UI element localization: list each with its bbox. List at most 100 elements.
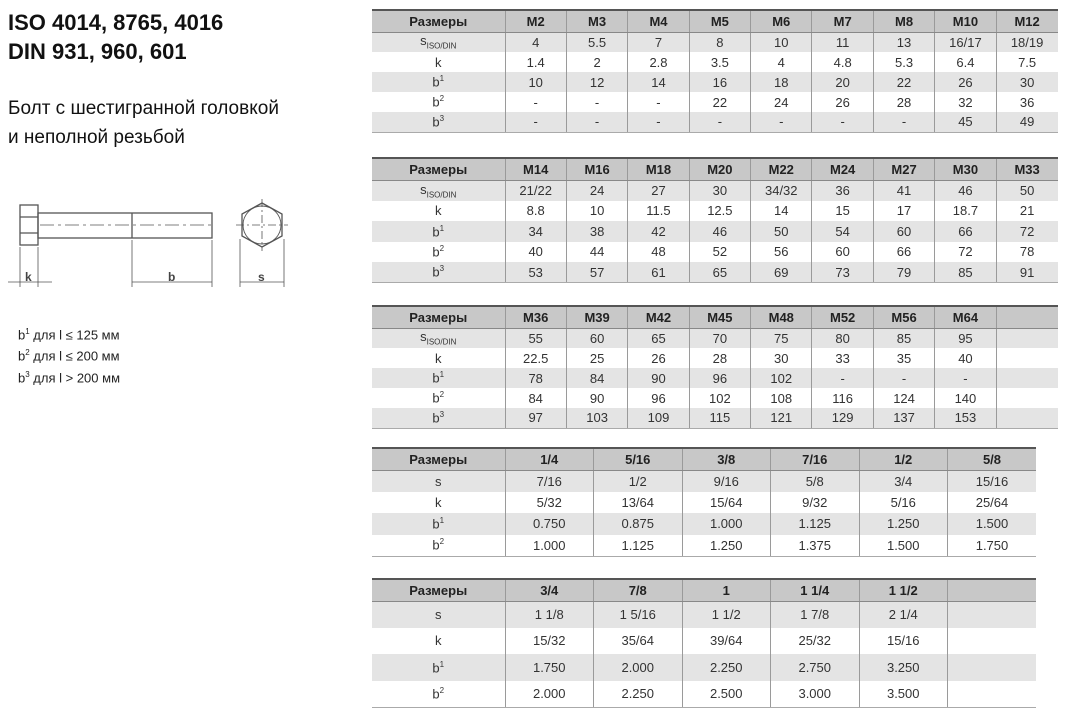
row-label-symbol: b: [432, 223, 440, 239]
table-cell: 73: [811, 262, 874, 283]
table-cell: [995, 388, 1058, 408]
table-cell: [995, 348, 1058, 368]
bolt-drawing: k b s: [8, 199, 288, 287]
table-cell: 153: [934, 408, 997, 429]
table-cell: 91: [995, 262, 1058, 283]
table-cell: 52: [688, 241, 751, 262]
table-cell: 109: [627, 408, 690, 429]
table-cell: 21: [995, 200, 1058, 221]
column-header-size: M33: [995, 157, 1058, 181]
table-cell: 55: [504, 328, 567, 348]
table-cell: 9/16: [681, 470, 771, 492]
table-cell: 1 5/16: [593, 601, 682, 628]
table-cell: 26: [811, 92, 874, 112]
note-symbol: b: [18, 348, 26, 364]
column-header-size: M36: [504, 305, 567, 329]
table-cell: 38: [565, 221, 628, 242]
table-cell: -: [565, 112, 628, 133]
row-label-symbol: b: [432, 264, 440, 280]
table-cell: -: [504, 112, 567, 133]
column-header-size: M8: [872, 9, 935, 33]
table-cell: 22: [688, 92, 751, 112]
row-label-symbol: k: [435, 54, 442, 70]
table-cell: 34/32: [750, 180, 812, 201]
table-cell: 78: [995, 241, 1058, 262]
row-label-symbol: b: [432, 390, 440, 406]
table-cell: [947, 680, 1036, 708]
table-cell: 5.5: [565, 32, 628, 52]
table-cell: 115: [688, 408, 751, 429]
row-label: b1: [372, 654, 505, 681]
table-cell: 13/64: [593, 491, 682, 513]
column-header-size: M52: [811, 305, 874, 329]
row-label: b1: [372, 221, 505, 242]
table-cell: 22.5: [504, 348, 567, 368]
row-label-superscript: 3: [439, 264, 445, 274]
table-cell: 5/16: [858, 491, 948, 513]
table-cell: -: [750, 112, 812, 133]
table-cell: 15/16: [947, 470, 1036, 492]
table-cell: 96: [688, 368, 751, 388]
row-label: b1: [372, 513, 505, 535]
table-cell: 4: [750, 52, 812, 72]
table-cell: 60: [565, 328, 628, 348]
table-cell: 26: [627, 348, 690, 368]
table-cell: 1 1/2: [681, 601, 771, 628]
table-cell: 79: [872, 262, 935, 283]
note-b2: b2 для l ≤ 200 мм: [18, 344, 120, 365]
table-cell: 35: [872, 348, 935, 368]
table-cell: 7: [627, 32, 690, 52]
row-label-symbol: b: [432, 537, 440, 553]
row-label-superscript: 2: [439, 537, 445, 547]
table-cell: 30: [688, 180, 751, 201]
table-cell: 6.4: [934, 52, 997, 72]
table-cell: 0.875: [593, 513, 682, 535]
note-sup: 3: [25, 369, 30, 379]
table-cell: 72: [934, 241, 997, 262]
table-cell: 140: [934, 388, 997, 408]
table-cell: [995, 408, 1058, 429]
dimension-table: Размеры M36 M39 M42 M45 M48 M52 M56 M64 sISO/DIN 5…: [372, 305, 1058, 429]
column-header-size: 5/16: [593, 447, 682, 471]
table-cell: [947, 601, 1036, 628]
column-header-size: [995, 305, 1058, 329]
table-cell: 3.250: [858, 654, 948, 681]
table-cell: 5.3: [872, 52, 935, 72]
table-cell: 10: [565, 200, 628, 221]
table-cell: 22: [872, 72, 935, 92]
table-cell: 20: [811, 72, 874, 92]
table-cell: 1.375: [770, 534, 859, 557]
table-cell: 65: [688, 262, 751, 283]
column-header-sizes: Размеры: [372, 157, 505, 181]
row-label: b2: [372, 242, 505, 263]
table-cell: 103: [565, 408, 628, 429]
table-cell: 16/17: [934, 32, 997, 52]
dimension-table: Размеры 1/4 5/16 3/8 7/16 1/2 5/8 s 7/16 1/2 9/16 5…: [372, 447, 1036, 557]
row-label-superscript: 1: [439, 370, 445, 380]
column-header-size: M4: [627, 9, 690, 33]
column-header-size: 1/4: [504, 447, 594, 471]
column-header-size: M42: [627, 305, 690, 329]
table-cell: 40: [934, 348, 997, 368]
table-cell: 72: [995, 221, 1058, 242]
table-cell: 18.7: [934, 200, 997, 221]
table-cell: -: [872, 112, 935, 133]
table-cell: 40: [504, 241, 567, 262]
table-cell: 25/32: [770, 627, 859, 654]
column-header-size: M20: [688, 157, 751, 181]
table-cell: -: [811, 368, 874, 388]
column-header-sizes: Размеры: [372, 447, 505, 471]
table-cell: 17: [872, 200, 935, 221]
table-cell: 16: [688, 72, 751, 92]
table-cell: 53: [504, 262, 567, 283]
row-label-subscript: ISO/DIN: [426, 190, 457, 200]
table-cell: 15: [811, 200, 874, 221]
table-header-row: Размеры M36 M39 M42 M45 M48 M52 M56 M64: [372, 305, 1058, 329]
table-cell: 21/22: [504, 180, 567, 201]
table-cell: -: [934, 368, 997, 388]
table-cell: 116: [811, 388, 874, 408]
row-label-subscript: ISO/DIN: [426, 338, 457, 348]
column-header-size: M10: [934, 9, 997, 33]
table-cell: 2.750: [770, 654, 859, 681]
table-cell: 3.5: [688, 52, 751, 72]
